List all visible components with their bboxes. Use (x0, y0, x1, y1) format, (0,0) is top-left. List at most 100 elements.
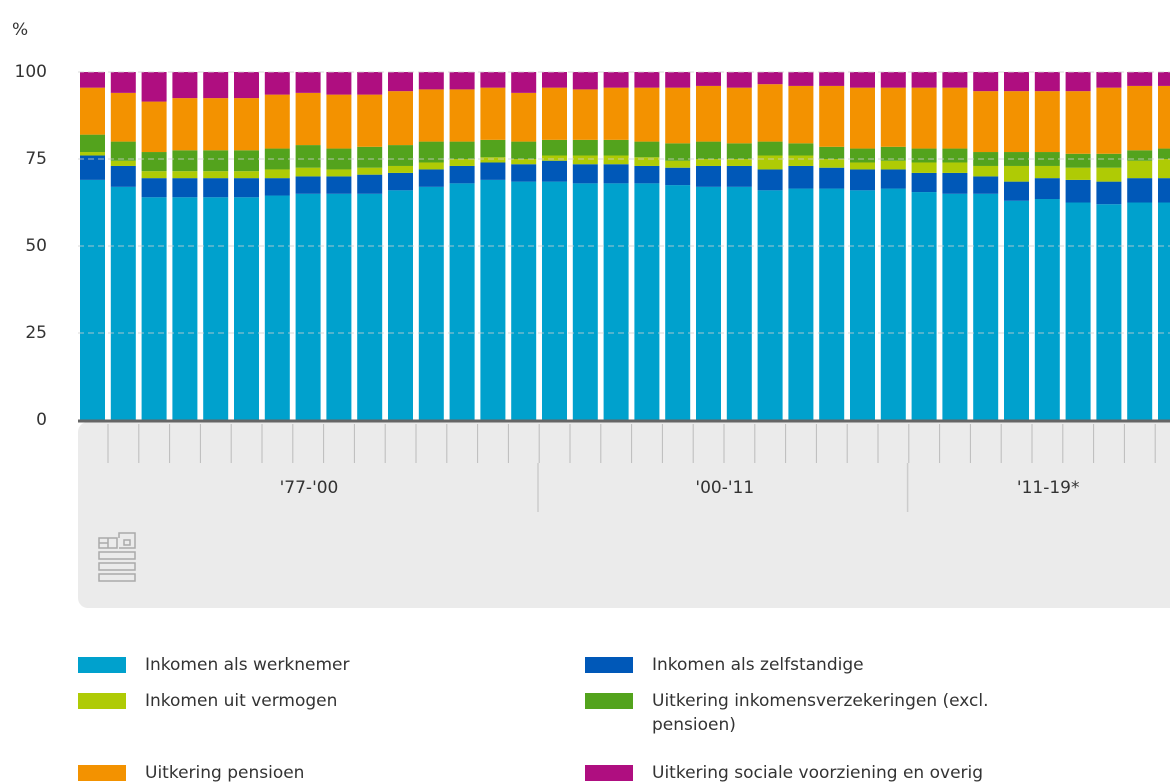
bar-segment (942, 162, 968, 173)
bar-segment (911, 192, 937, 420)
bar-segment (388, 72, 413, 92)
bar-segment (1096, 153, 1122, 168)
bar-segment (264, 178, 290, 196)
bar-segment (480, 162, 506, 180)
bar-segment (942, 148, 968, 163)
bar-segment (665, 87, 691, 144)
bar-segment (1158, 72, 1170, 86)
bar-segment (1034, 199, 1060, 420)
y-tick-label: 100 (15, 62, 47, 82)
bar-segment (295, 92, 321, 146)
bar-segment (172, 98, 198, 151)
bar-segment (1158, 148, 1170, 159)
bar-segment (696, 141, 721, 159)
bar-segment (911, 87, 937, 149)
bar-segment (264, 94, 290, 149)
bar-segment (511, 159, 537, 165)
bar-segment (634, 87, 660, 142)
bar-segment (1065, 91, 1091, 154)
bar-segment (603, 164, 629, 184)
bar-segment (572, 164, 598, 184)
bar-segment (603, 87, 629, 140)
bar-segment (819, 85, 845, 147)
bar-segment (418, 162, 444, 170)
bar-segment (634, 72, 660, 88)
bar-segment (665, 143, 691, 161)
bar-segment (1096, 204, 1122, 420)
bar-segment (603, 139, 629, 156)
bar-segment (418, 89, 444, 142)
bar-segment (449, 89, 475, 142)
bar-segment (726, 87, 752, 144)
bar-segment (880, 146, 906, 161)
bar-segment (850, 169, 875, 191)
bar-segment (203, 72, 229, 99)
bar-segment (1004, 181, 1029, 201)
bar-segment (1127, 72, 1153, 86)
bar-segment (757, 190, 783, 420)
bar-segment (788, 85, 814, 144)
bar-segment (1034, 72, 1060, 92)
bar-segment (665, 72, 691, 88)
bar-segment (572, 139, 598, 156)
bar-segment (172, 178, 198, 198)
bar-segment (850, 162, 875, 170)
bar-segment (942, 87, 968, 149)
bar-segment (726, 72, 752, 88)
bar-segment (234, 197, 259, 420)
bar-segment (295, 167, 321, 177)
bar-segment (110, 186, 136, 420)
bar-segment (388, 165, 413, 173)
bar-segment (418, 141, 444, 163)
bar-segment (295, 72, 321, 93)
bar-segment (542, 181, 567, 420)
bar-segment (234, 178, 259, 198)
bar-segment (819, 167, 845, 189)
bar-segment (172, 171, 198, 179)
bar-segment (449, 159, 475, 166)
bar-segment (418, 72, 444, 90)
bar-segment (1065, 167, 1091, 180)
bar-segment (542, 155, 567, 161)
bar-segment (1034, 152, 1060, 166)
legend-label: Inkomen als zelfstandige (652, 655, 864, 675)
legend-swatch (78, 765, 126, 781)
bar-segment (110, 72, 136, 93)
bar-segment (357, 72, 383, 95)
bar-segment (326, 176, 352, 194)
bar-segment (357, 94, 383, 147)
bar-segment (788, 72, 814, 86)
bar-segment (634, 157, 660, 166)
bar-segment (757, 155, 783, 170)
bar-segment (234, 171, 259, 179)
bar-segment (1096, 87, 1122, 154)
bar-segment (603, 183, 629, 420)
bar-segment (696, 159, 721, 166)
bar-segment (141, 178, 167, 198)
bar-segment (1065, 153, 1091, 168)
bar-segment (726, 186, 752, 420)
legend-item: Uitkering sociale voorziening en overig (585, 761, 1052, 782)
bar-segment (480, 139, 506, 158)
bar-segment (141, 197, 167, 420)
bar-segment (788, 143, 814, 156)
bar-segment (634, 165, 660, 184)
bar-segment (665, 167, 691, 186)
bar-segment (1065, 179, 1091, 203)
bar-segment (80, 87, 105, 135)
bar-segment (388, 190, 413, 420)
bar-segment (634, 141, 660, 158)
bar-segment (880, 160, 906, 170)
bar-segment (1127, 150, 1153, 161)
bar-segment (1004, 165, 1029, 182)
y-tick-label: 0 (36, 410, 47, 430)
bar-segment (942, 193, 968, 420)
legend-label: Inkomen uit vermogen (145, 691, 338, 711)
bar-segment (911, 148, 937, 163)
legend-swatch (585, 657, 633, 673)
bar-segment (696, 165, 721, 187)
group-label: '11-19* (1017, 478, 1080, 498)
bar-segment (1158, 159, 1170, 179)
bar-segment (80, 152, 105, 156)
